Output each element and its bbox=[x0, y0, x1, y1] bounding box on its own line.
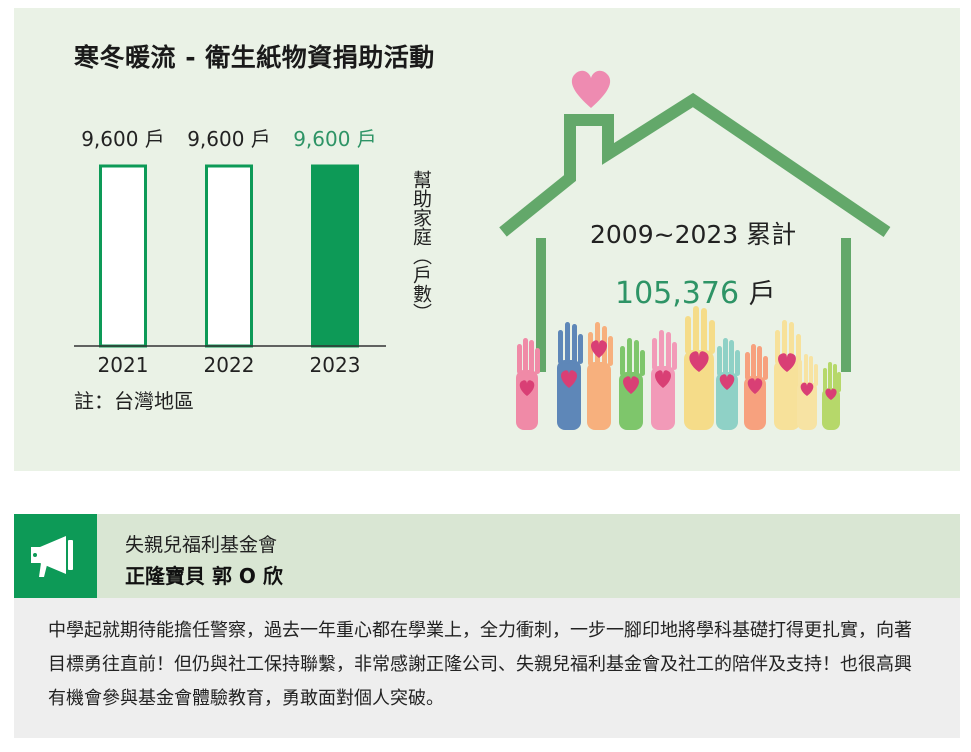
heart-icon bbox=[571, 70, 611, 108]
cumulative-period-label: 2009~2023 累計 bbox=[590, 220, 797, 249]
organization-name: 失親兒福利基金會 bbox=[125, 534, 278, 556]
bar-2021 bbox=[99, 164, 147, 348]
bar-value-label-2021: 9,600 戶 bbox=[81, 127, 165, 151]
chart-note: 註：台灣地區 bbox=[74, 389, 194, 413]
cumulative-total: 105,376 戶 bbox=[615, 272, 776, 311]
roof-outline bbox=[499, 92, 891, 237]
y-axis-label: 幫助家庭（戶數） bbox=[410, 170, 432, 322]
quote-box bbox=[14, 598, 960, 738]
house-illustration bbox=[499, 70, 891, 430]
person-name: 正隆寶貝 郭 O 欣 bbox=[125, 564, 283, 588]
testimonial-header bbox=[14, 514, 960, 598]
x-tick-2022: 2022 bbox=[203, 353, 255, 377]
x-tick-2021: 2021 bbox=[97, 353, 149, 377]
bar-2023 bbox=[311, 164, 359, 348]
testimonial-quote: 中學起就期待能擔任警察，過去一年重心都在學業上，全力衝刺，一步一腳印地將學科基礎… bbox=[48, 620, 912, 709]
bar-value-label-2023: 9,600 戶 bbox=[293, 127, 377, 151]
bar-chart bbox=[74, 164, 386, 348]
testimonial-icon-box bbox=[14, 514, 97, 598]
raised-hands-icon bbox=[516, 306, 841, 430]
bar-value-label-2022: 9,600 戶 bbox=[187, 127, 271, 151]
x-tick-2023: 2023 bbox=[309, 353, 361, 377]
cumulative-total-unit: 戶 bbox=[748, 279, 776, 310]
bar-2022 bbox=[205, 164, 253, 348]
chart-title: 寒冬暖流 - 衛生紙物資捐助活動 bbox=[74, 43, 435, 72]
cumulative-total-number: 105,376 bbox=[615, 276, 740, 311]
megaphone-icon bbox=[31, 536, 73, 577]
